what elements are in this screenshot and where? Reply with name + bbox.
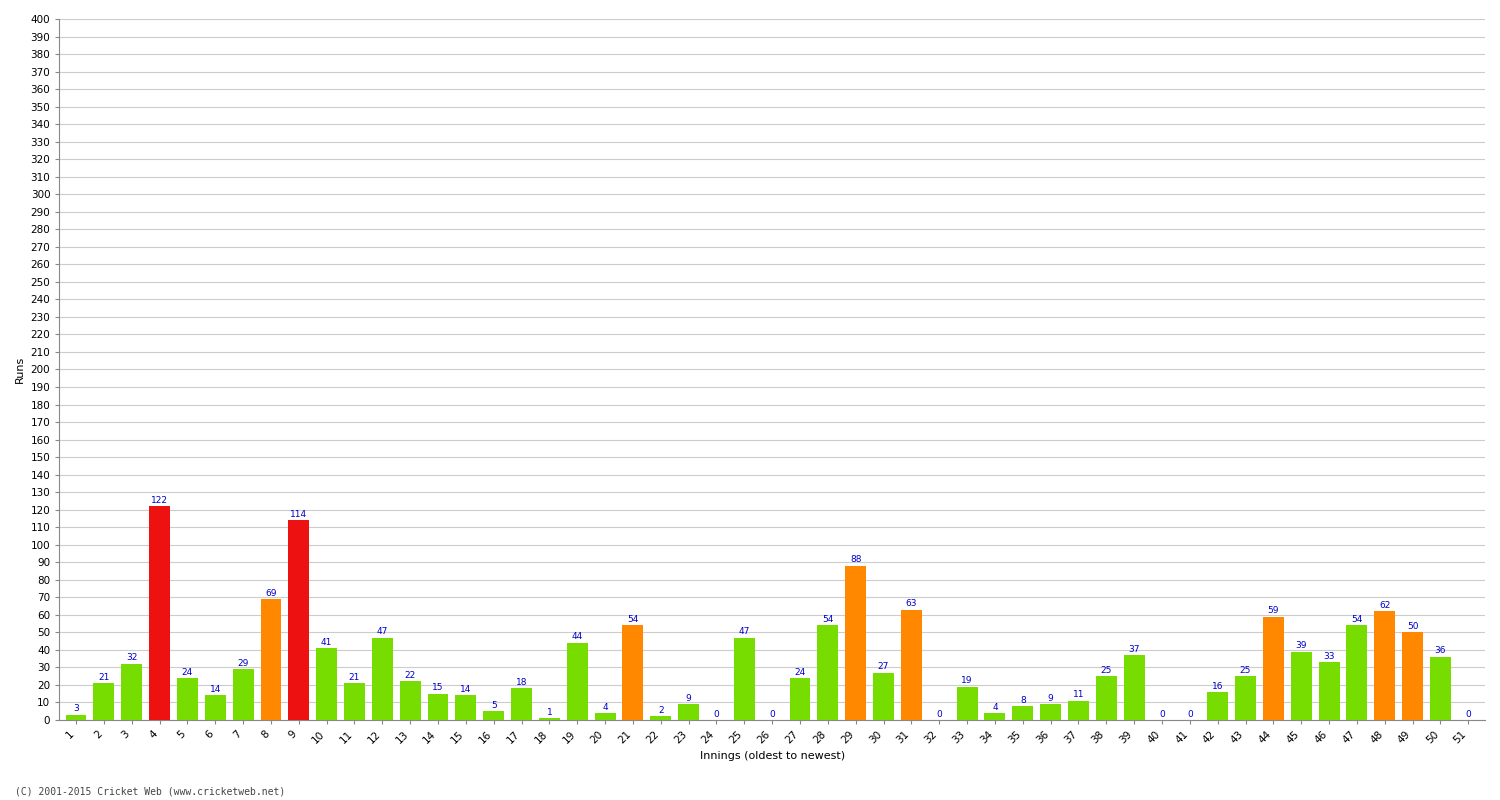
Bar [818, 626, 839, 720]
Text: 32: 32 [126, 654, 138, 662]
Text: 14: 14 [460, 685, 471, 694]
Bar [206, 695, 225, 720]
Bar [122, 664, 142, 720]
Text: 29: 29 [237, 658, 249, 668]
X-axis label: Innings (oldest to newest): Innings (oldest to newest) [699, 751, 844, 761]
Text: (C) 2001-2015 Cricket Web (www.cricketweb.net): (C) 2001-2015 Cricket Web (www.cricketwe… [15, 786, 285, 796]
Bar [177, 678, 198, 720]
Text: 37: 37 [1128, 645, 1140, 654]
Bar [1347, 626, 1368, 720]
Bar [1263, 617, 1284, 720]
Bar [957, 686, 978, 720]
Text: 15: 15 [432, 683, 444, 692]
Text: 21: 21 [98, 673, 109, 682]
Bar [261, 599, 282, 720]
Text: 21: 21 [350, 673, 360, 682]
Bar [734, 638, 754, 720]
Bar [1068, 701, 1089, 720]
Bar [594, 713, 615, 720]
Text: 9: 9 [1047, 694, 1053, 703]
Bar [288, 520, 309, 720]
Text: 24: 24 [182, 667, 194, 677]
Y-axis label: Runs: Runs [15, 356, 26, 383]
Bar [678, 704, 699, 720]
Bar [984, 713, 1005, 720]
Text: 22: 22 [405, 671, 416, 680]
Text: 36: 36 [1434, 646, 1446, 655]
Bar [567, 643, 588, 720]
Text: 63: 63 [906, 599, 916, 608]
Text: 8: 8 [1020, 695, 1026, 705]
Text: 0: 0 [936, 710, 942, 718]
Bar [1040, 704, 1060, 720]
Text: 62: 62 [1378, 601, 1390, 610]
Text: 25: 25 [1101, 666, 1112, 674]
Bar [873, 673, 894, 720]
Bar [399, 682, 420, 720]
Text: 0: 0 [770, 710, 776, 718]
Bar [1402, 632, 1423, 720]
Bar [846, 566, 865, 720]
Text: 9: 9 [686, 694, 692, 703]
Text: 59: 59 [1268, 606, 1280, 615]
Text: 88: 88 [850, 555, 861, 564]
Bar [483, 711, 504, 720]
Text: 11: 11 [1072, 690, 1084, 699]
Bar [456, 695, 477, 720]
Text: 27: 27 [878, 662, 890, 671]
Text: 122: 122 [152, 496, 168, 505]
Bar [789, 678, 810, 720]
Text: 39: 39 [1296, 642, 1306, 650]
Text: 4: 4 [992, 702, 998, 711]
Text: 3: 3 [74, 704, 80, 714]
Text: 50: 50 [1407, 622, 1419, 631]
Text: 0: 0 [1160, 710, 1166, 718]
Text: 18: 18 [516, 678, 528, 687]
Text: 24: 24 [795, 667, 806, 677]
Text: 25: 25 [1240, 666, 1251, 674]
Text: 0: 0 [714, 710, 720, 718]
Text: 47: 47 [376, 627, 388, 636]
Bar [427, 694, 448, 720]
Bar [232, 669, 254, 720]
Text: 1: 1 [546, 708, 552, 717]
Bar [1124, 655, 1144, 720]
Text: 2: 2 [658, 706, 663, 715]
Bar [1208, 692, 1228, 720]
Bar [1013, 706, 1034, 720]
Bar [1374, 611, 1395, 720]
Bar [344, 683, 364, 720]
Text: 33: 33 [1323, 652, 1335, 661]
Text: 4: 4 [603, 702, 608, 711]
Text: 54: 54 [627, 615, 639, 624]
Bar [66, 714, 87, 720]
Text: 19: 19 [962, 676, 974, 686]
Bar [372, 638, 393, 720]
Text: 69: 69 [266, 589, 276, 598]
Text: 0: 0 [1466, 710, 1472, 718]
Text: 41: 41 [321, 638, 333, 646]
Bar [1096, 676, 1116, 720]
Text: 16: 16 [1212, 682, 1224, 690]
Text: 14: 14 [210, 685, 220, 694]
Text: 54: 54 [1352, 615, 1362, 624]
Text: 54: 54 [822, 615, 834, 624]
Bar [316, 648, 338, 720]
Bar [902, 610, 922, 720]
Text: 47: 47 [738, 627, 750, 636]
Text: 0: 0 [1186, 710, 1192, 718]
Bar [1318, 662, 1340, 720]
Bar [538, 718, 560, 720]
Bar [622, 626, 644, 720]
Bar [512, 689, 532, 720]
Text: 44: 44 [572, 633, 584, 642]
Bar [1292, 652, 1311, 720]
Bar [93, 683, 114, 720]
Text: 114: 114 [290, 510, 308, 518]
Bar [1430, 657, 1450, 720]
Text: 5: 5 [490, 701, 496, 710]
Bar [148, 506, 170, 720]
Bar [651, 717, 670, 720]
Bar [1234, 676, 1256, 720]
